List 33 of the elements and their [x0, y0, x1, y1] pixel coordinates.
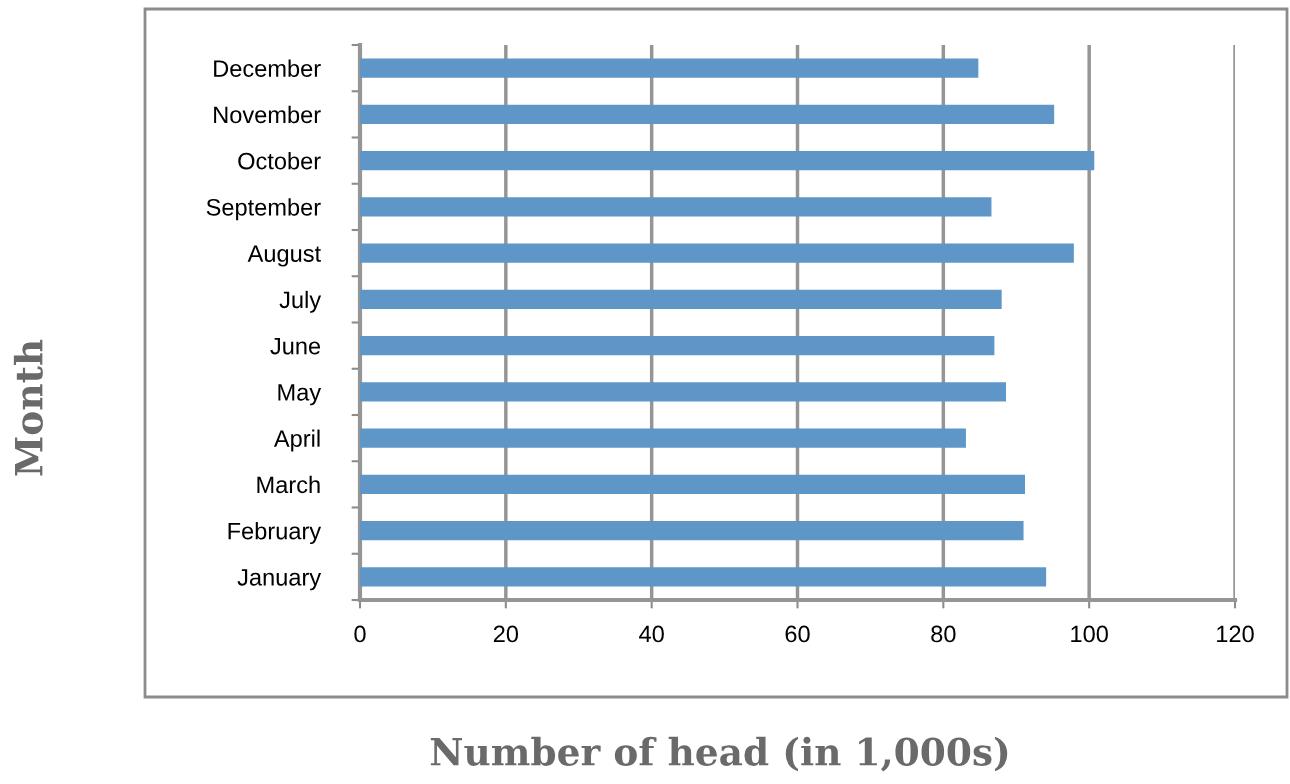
- x-tick-label: 0: [354, 625, 366, 643]
- bar: [360, 474, 1025, 495]
- y-tick-label: October: [238, 152, 321, 170]
- bar: [360, 197, 992, 217]
- bar: [360, 520, 1024, 541]
- y-tick-label: April: [273, 429, 320, 452]
- y-axis-title: Month: [13, 339, 43, 476]
- x-tick-label: 60: [785, 625, 810, 643]
- y-tick-label: February: [228, 522, 322, 545]
- x-tick-label: 120: [1217, 625, 1254, 643]
- x-axis-title: Number of head (in 1,000s): [430, 736, 1008, 772]
- bar: [360, 289, 1002, 310]
- y-tick-label: September: [206, 198, 321, 221]
- bar: [360, 567, 1047, 587]
- bar: [360, 428, 966, 448]
- y-tick-label: May: [278, 384, 322, 406]
- bar: [360, 150, 1095, 171]
- y-tick-label: March: [257, 475, 320, 494]
- x-tick-label: 80: [931, 625, 956, 643]
- bar: [360, 382, 1007, 402]
- y-tick-label: June: [270, 337, 321, 355]
- bar: [360, 104, 1055, 125]
- bar: [360, 335, 995, 356]
- y-tick-label: July: [279, 290, 322, 313]
- y-tick-label: August: [247, 245, 321, 267]
- bar: [360, 58, 979, 78]
- y-tick-label: November: [214, 105, 321, 124]
- x-tick-label: 20: [493, 625, 519, 643]
- y-tick-label: January: [237, 569, 322, 591]
- bar: [360, 243, 1074, 263]
- y-tick-label: December: [214, 59, 321, 77]
- x-tick-label: 100: [1071, 625, 1108, 643]
- x-tick-label: 40: [639, 625, 664, 643]
